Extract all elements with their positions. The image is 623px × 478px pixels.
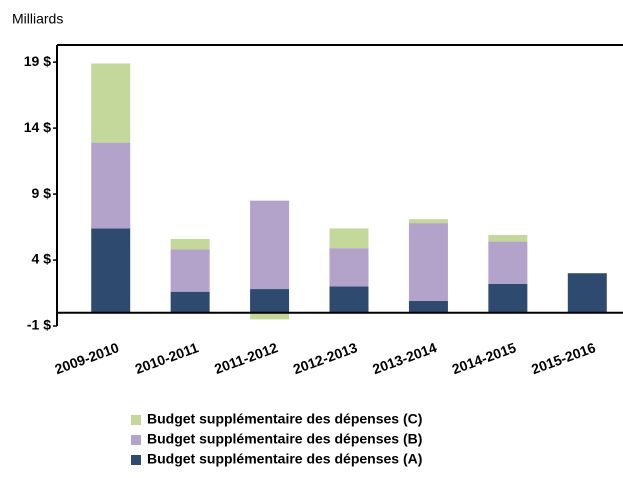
legend-swatch bbox=[131, 455, 141, 465]
x-tick-label: 2013-2014 bbox=[370, 339, 439, 377]
bar-segment bbox=[170, 291, 210, 313]
bar-segment bbox=[91, 142, 131, 229]
bar-segment bbox=[329, 286, 369, 313]
x-tick-label: 2009-2010 bbox=[53, 339, 122, 377]
bar-segment bbox=[408, 219, 448, 224]
bar-segment bbox=[250, 289, 290, 313]
x-tick-label: 2014-2015 bbox=[450, 339, 519, 377]
bar-segment bbox=[170, 249, 210, 292]
y-tick-label: 19 $ bbox=[24, 53, 51, 69]
legend-label: Budget supplémentaire des dépenses (A) bbox=[147, 451, 422, 467]
bar-segment bbox=[250, 200, 290, 290]
legend-swatch bbox=[131, 415, 141, 425]
y-tick-label: 14 $ bbox=[24, 119, 51, 135]
bar-segment bbox=[91, 63, 131, 143]
x-tick-label: 2010-2011 bbox=[133, 339, 201, 377]
bar-segment bbox=[91, 228, 131, 313]
bar-segment bbox=[567, 273, 607, 313]
bar-segment bbox=[488, 234, 528, 242]
bar-segment bbox=[488, 241, 528, 284]
axis-unit: Milliards bbox=[12, 11, 63, 27]
y-tick-label: 4 $ bbox=[32, 251, 52, 267]
x-tick-label: 2015-2016 bbox=[529, 339, 598, 377]
bar-segment bbox=[408, 223, 448, 301]
bar-segment bbox=[329, 228, 369, 249]
legend-swatch bbox=[131, 435, 141, 445]
legend-label: Budget supplémentaire des dépenses (C) bbox=[147, 411, 422, 427]
legend-label: Budget supplémentaire des dépenses (B) bbox=[147, 431, 422, 447]
x-tick-label: 2011-2012 bbox=[212, 339, 280, 377]
bar-segment bbox=[250, 312, 290, 320]
bar-segment bbox=[329, 248, 369, 287]
y-tick-label: -1 $ bbox=[27, 317, 51, 333]
bar-segment bbox=[488, 283, 528, 313]
bar-segment bbox=[170, 238, 210, 250]
x-tick-label: 2012-2013 bbox=[291, 339, 360, 377]
y-tick-label: 9 $ bbox=[32, 185, 52, 201]
bar-segment bbox=[408, 300, 448, 313]
